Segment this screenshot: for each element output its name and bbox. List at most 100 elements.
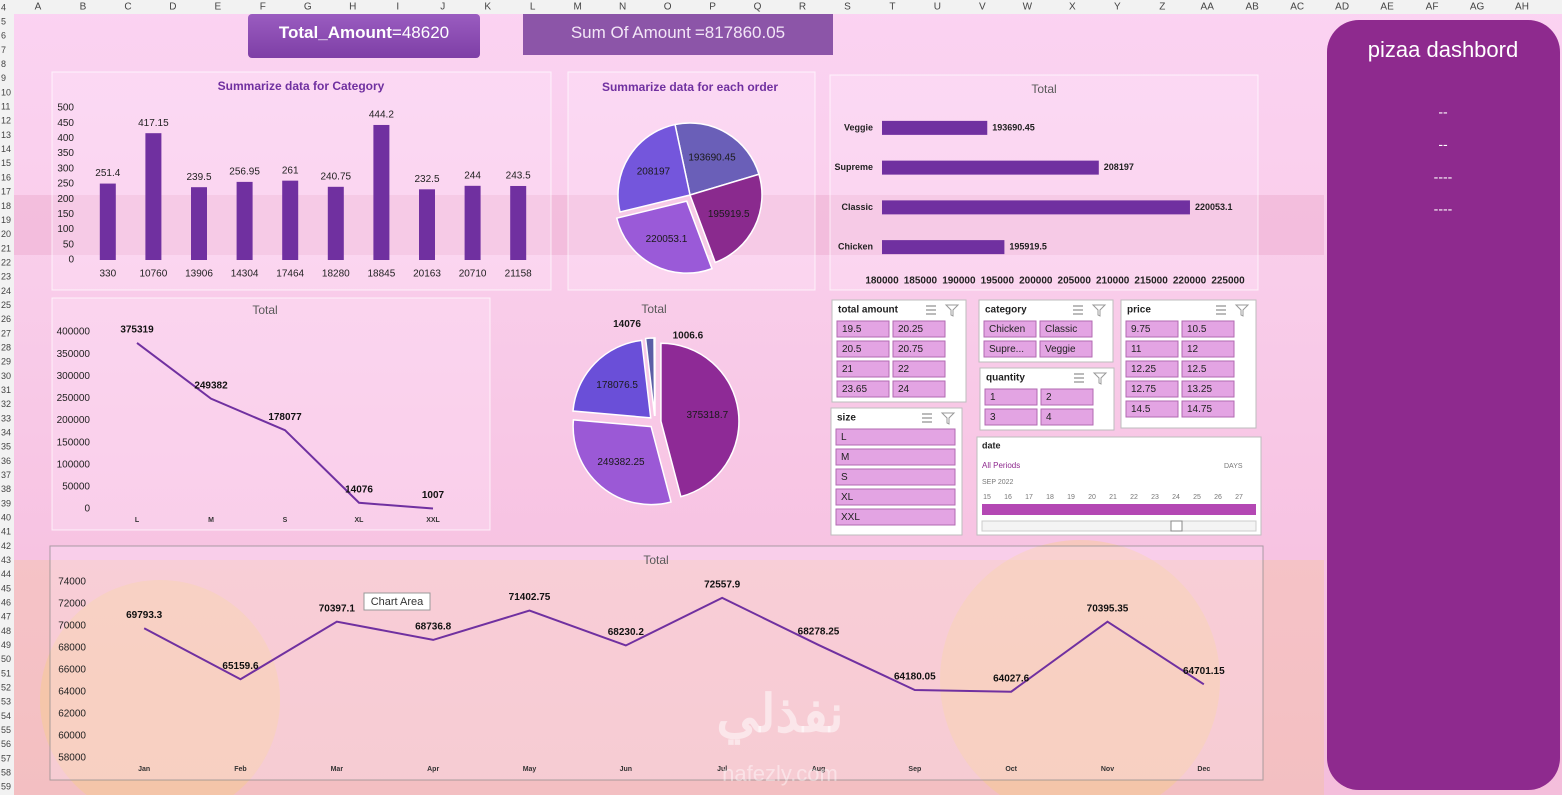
x-tick-label: XXL xyxy=(426,517,440,524)
kpi-box xyxy=(523,14,833,55)
slicer-item[interactable] xyxy=(892,360,946,378)
slicer-item[interactable] xyxy=(1181,400,1235,418)
y-tick-label: 300 xyxy=(57,163,74,174)
data-label: 68736.8 xyxy=(415,622,452,633)
y-tick-label: 68000 xyxy=(58,643,86,654)
data-label: 220053.1 xyxy=(1195,202,1233,212)
slicer-item-label: 12.5 xyxy=(1187,364,1207,375)
y-tick-label: 350 xyxy=(57,148,74,159)
x-tick-label: 205000 xyxy=(1058,276,1092,287)
column-header: D xyxy=(169,2,176,13)
pizza-shape xyxy=(940,540,1220,795)
slicer-item[interactable] xyxy=(1125,360,1179,378)
slicer-title: total amount xyxy=(838,305,899,316)
data-label: 70395.35 xyxy=(1087,603,1129,614)
timeline-day: 21 xyxy=(1109,494,1117,501)
data-label: 417.15 xyxy=(138,118,169,129)
slicer-item-label: 24 xyxy=(898,384,910,395)
slicer-item[interactable] xyxy=(836,320,890,338)
slicer-item[interactable] xyxy=(1125,400,1179,418)
slicer-item-label: S xyxy=(841,472,848,483)
y-tick-label: 450 xyxy=(57,118,74,129)
row-header: 52 xyxy=(1,683,11,693)
timeline-month: SEP 2022 xyxy=(982,479,1014,486)
slicer-item-label: 20.5 xyxy=(842,344,862,355)
slicer-item[interactable] xyxy=(836,360,890,378)
chart-area xyxy=(829,74,1259,291)
slicer-item-label: 11 xyxy=(1131,344,1142,355)
column-header: F xyxy=(260,2,266,13)
data-label: 239.5 xyxy=(186,172,211,183)
y-tick-label: 62000 xyxy=(58,709,86,720)
x-tick-label: 215000 xyxy=(1134,276,1168,287)
bar xyxy=(99,183,116,260)
slicer-item[interactable] xyxy=(984,388,1038,406)
column-header: W xyxy=(1023,2,1033,13)
slicer-item[interactable] xyxy=(835,448,956,466)
slicer-item[interactable] xyxy=(983,340,1037,358)
timeline-thumb[interactable] xyxy=(1170,520,1183,532)
x-tick-label: Feb xyxy=(234,766,246,773)
row-header: 30 xyxy=(1,371,11,381)
x-tick-label: 18845 xyxy=(367,269,395,280)
slicer-item[interactable] xyxy=(1040,408,1094,426)
slicer-item[interactable] xyxy=(983,320,1037,338)
row-header: 56 xyxy=(1,739,11,749)
bar xyxy=(510,185,527,260)
slicer-item[interactable] xyxy=(836,340,890,358)
slicer-item[interactable] xyxy=(836,380,890,398)
slicer-item[interactable] xyxy=(1040,388,1094,406)
timeline-bar[interactable] xyxy=(982,504,1256,515)
x-tick-label: Sep xyxy=(908,766,921,773)
data-label: 249382 xyxy=(194,380,228,391)
data-label: 72557.9 xyxy=(704,580,741,591)
kpi-text: Sum Of Amount =817860.05 xyxy=(571,23,785,42)
bar xyxy=(464,185,481,260)
slicer-item[interactable] xyxy=(892,380,946,398)
row-header: 35 xyxy=(1,442,11,452)
slicer-item[interactable] xyxy=(1181,360,1235,378)
slicer-item[interactable] xyxy=(1125,380,1179,398)
y-tick-label: 74000 xyxy=(58,577,86,588)
slicer-item[interactable] xyxy=(835,428,956,446)
kpi-value: =817860.05 xyxy=(695,23,785,42)
timeline-day: 18 xyxy=(1046,494,1054,501)
slicer-item[interactable] xyxy=(1181,320,1235,338)
data-label: 249382.25 xyxy=(597,457,645,468)
timeline-scroll[interactable] xyxy=(981,520,1257,532)
column-header: AC xyxy=(1290,2,1304,13)
slicer-item[interactable] xyxy=(892,320,946,338)
column-header-bar xyxy=(0,0,1562,14)
slicer-item[interactable] xyxy=(984,408,1038,426)
slicer-item[interactable] xyxy=(1125,340,1179,358)
slicer-item-label: 21 xyxy=(842,364,854,375)
panel-line: ---- xyxy=(1434,168,1453,184)
x-tick-label: 220000 xyxy=(1173,276,1207,287)
bar xyxy=(419,189,435,260)
slicer-item[interactable] xyxy=(835,468,956,486)
row-header: 34 xyxy=(1,427,11,437)
slicer-item[interactable] xyxy=(1039,320,1093,338)
kpi-box xyxy=(248,14,480,58)
slicer-item[interactable] xyxy=(1039,340,1093,358)
multi-select-icon xyxy=(926,305,936,315)
slicer-item[interactable] xyxy=(835,488,956,506)
line xyxy=(136,342,434,510)
slicer-item-label: L xyxy=(841,432,847,443)
row-header: 41 xyxy=(1,527,11,537)
column-header: L xyxy=(530,2,536,13)
chart-title: Summarize data for Category xyxy=(218,79,385,93)
timeline-day: 27 xyxy=(1235,494,1243,501)
column-header: U xyxy=(934,2,941,13)
data-label: 208197 xyxy=(637,167,671,178)
x-tick-label: 13906 xyxy=(185,269,213,280)
slicer-item[interactable] xyxy=(1125,320,1179,338)
y-tick-label: 72000 xyxy=(58,599,86,610)
slicer-title: quantity xyxy=(986,373,1025,384)
slicer-item[interactable] xyxy=(1181,340,1235,358)
slicer-item[interactable] xyxy=(892,340,946,358)
slicer-item[interactable] xyxy=(835,508,956,526)
row-header: 6 xyxy=(1,31,6,41)
slicer-item[interactable] xyxy=(1181,380,1235,398)
row-header: 36 xyxy=(1,456,11,466)
